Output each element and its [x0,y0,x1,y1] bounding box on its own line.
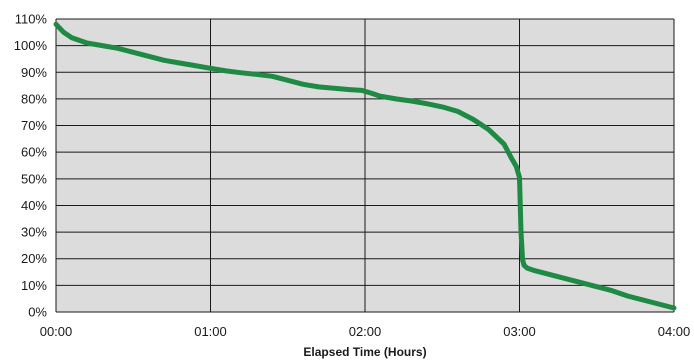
x-axis-tick-labels: 00:00 01:00 02:00 03:00 04:00 [40,324,691,339]
y-tick-label: 40% [21,198,47,213]
y-tick-label: 60% [21,145,47,160]
series-line [53,21,677,311]
y-tick-label: 80% [21,91,47,106]
x-tick-label: 04:00 [658,324,691,339]
gridlines [55,18,675,313]
y-tick-label: 10% [21,278,47,293]
y-tick-label: 30% [21,225,47,240]
y-tick-label: 100% [14,38,48,53]
y-tick-label: 110% [15,12,48,27]
y-tick-label: 0% [28,305,47,320]
x-axis-title: Elapsed Time (Hours) [303,345,426,359]
y-tick-label: 50% [21,171,47,186]
x-tick-label: 02:00 [349,324,382,339]
y-axis-tick-labels: 0% 10% 20% 30% 40% 50% 60% 70% 80% 90% 100% 110% [14,12,48,320]
x-tick-label: 01:00 [194,324,227,339]
x-tick-label: 00:00 [40,324,73,339]
y-tick-label: 70% [21,118,47,133]
y-tick-label: 90% [21,65,47,80]
y-tick-label: 20% [21,251,47,266]
x-tick-label: 03:00 [503,324,536,339]
